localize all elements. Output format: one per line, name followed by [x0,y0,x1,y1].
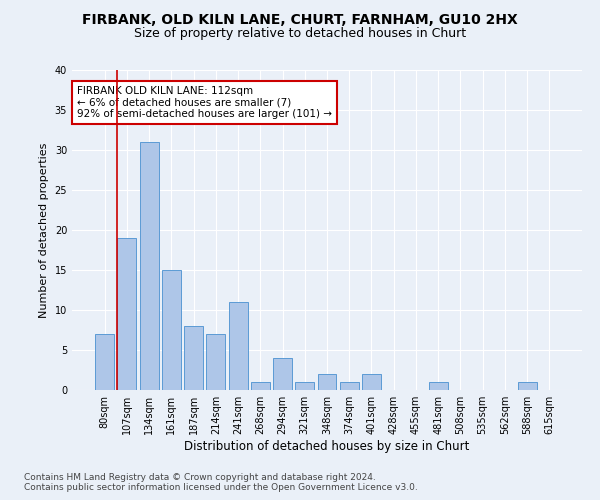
X-axis label: Distribution of detached houses by size in Churt: Distribution of detached houses by size … [184,440,470,453]
Bar [295,382,314,390]
Bar [273,358,292,390]
Bar [206,334,225,390]
Text: Size of property relative to detached houses in Churt: Size of property relative to detached ho… [134,28,466,40]
Y-axis label: Number of detached properties: Number of detached properties [39,142,49,318]
Bar [340,382,359,390]
Bar [95,334,114,390]
Bar [362,374,381,390]
Bar [140,142,158,390]
Bar [229,302,248,390]
Bar [162,270,181,390]
Bar [118,238,136,390]
Bar [518,382,536,390]
Bar [184,326,203,390]
Text: Contains public sector information licensed under the Open Government Licence v3: Contains public sector information licen… [24,484,418,492]
Text: Contains HM Land Registry data © Crown copyright and database right 2024.: Contains HM Land Registry data © Crown c… [24,474,376,482]
Bar [317,374,337,390]
Bar [429,382,448,390]
Text: FIRBANK OLD KILN LANE: 112sqm
← 6% of detached houses are smaller (7)
92% of sem: FIRBANK OLD KILN LANE: 112sqm ← 6% of de… [77,86,332,119]
Text: FIRBANK, OLD KILN LANE, CHURT, FARNHAM, GU10 2HX: FIRBANK, OLD KILN LANE, CHURT, FARNHAM, … [82,12,518,26]
Bar [251,382,270,390]
